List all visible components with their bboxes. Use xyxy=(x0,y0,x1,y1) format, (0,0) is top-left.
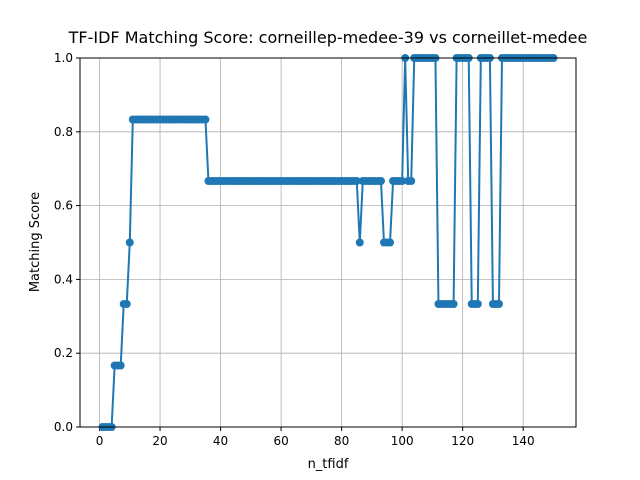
point xyxy=(494,300,503,309)
chart-title: TF-IDF Matching Score: corneillep-medee-… xyxy=(68,28,588,47)
x-tick-label: 40 xyxy=(213,434,228,448)
y-tick-label: 0.0 xyxy=(54,420,73,434)
x-tick-label: 100 xyxy=(391,434,414,448)
point xyxy=(407,176,416,185)
plot-frame xyxy=(79,57,577,428)
x-tick-label: 80 xyxy=(334,434,349,448)
x-tick-label: 0 xyxy=(96,434,104,448)
point xyxy=(473,300,482,309)
x-tick-label: 120 xyxy=(451,434,474,448)
point xyxy=(398,176,407,185)
point xyxy=(122,300,131,309)
point xyxy=(355,238,364,247)
y-tick-label: 0.8 xyxy=(54,125,73,139)
point xyxy=(201,115,210,124)
point xyxy=(116,361,125,370)
x-tick-label: 60 xyxy=(273,434,288,448)
point xyxy=(376,176,385,185)
x-tick-label: 140 xyxy=(512,434,535,448)
point xyxy=(125,238,134,247)
point xyxy=(352,176,361,185)
y-tick-label: 1.0 xyxy=(54,51,73,65)
x-tick-label: 20 xyxy=(152,434,167,448)
y-tick-label: 0.2 xyxy=(54,346,73,360)
x-axis-label: n_tfidf xyxy=(308,457,349,472)
y-tick-label: 0.6 xyxy=(54,199,73,213)
point xyxy=(386,238,395,247)
y-axis-label: Matching Score xyxy=(28,192,43,292)
point xyxy=(449,300,458,309)
series-line xyxy=(102,57,554,428)
y-tick-label: 0.4 xyxy=(54,272,73,286)
